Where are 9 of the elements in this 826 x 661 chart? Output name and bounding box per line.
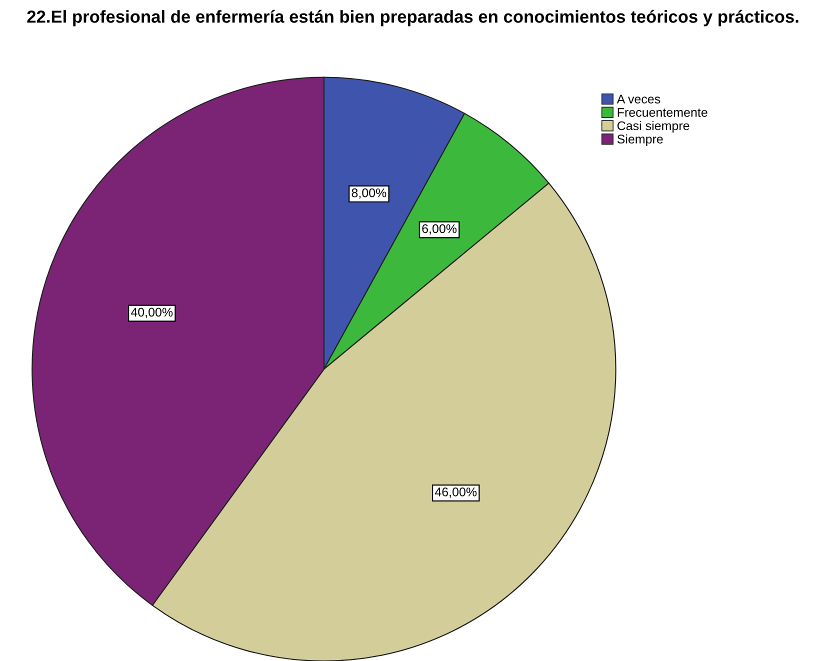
legend-label: A veces [616, 94, 660, 104]
data-label: 40,00% [130, 308, 173, 318]
data-label: 46,00% [434, 488, 477, 498]
legend-label: Siempre [617, 134, 663, 146]
data-label: 8,00% [352, 188, 386, 199]
legend-label: Casi siempre [617, 121, 690, 133]
chart-title: 22.El profesional de enfermería están bien preparadas en conocimientos teóricos y prácticos. [27, 10, 798, 26]
legend-label: Frecuentemente [618, 108, 708, 117]
data-label: 6,00% [422, 224, 457, 235]
